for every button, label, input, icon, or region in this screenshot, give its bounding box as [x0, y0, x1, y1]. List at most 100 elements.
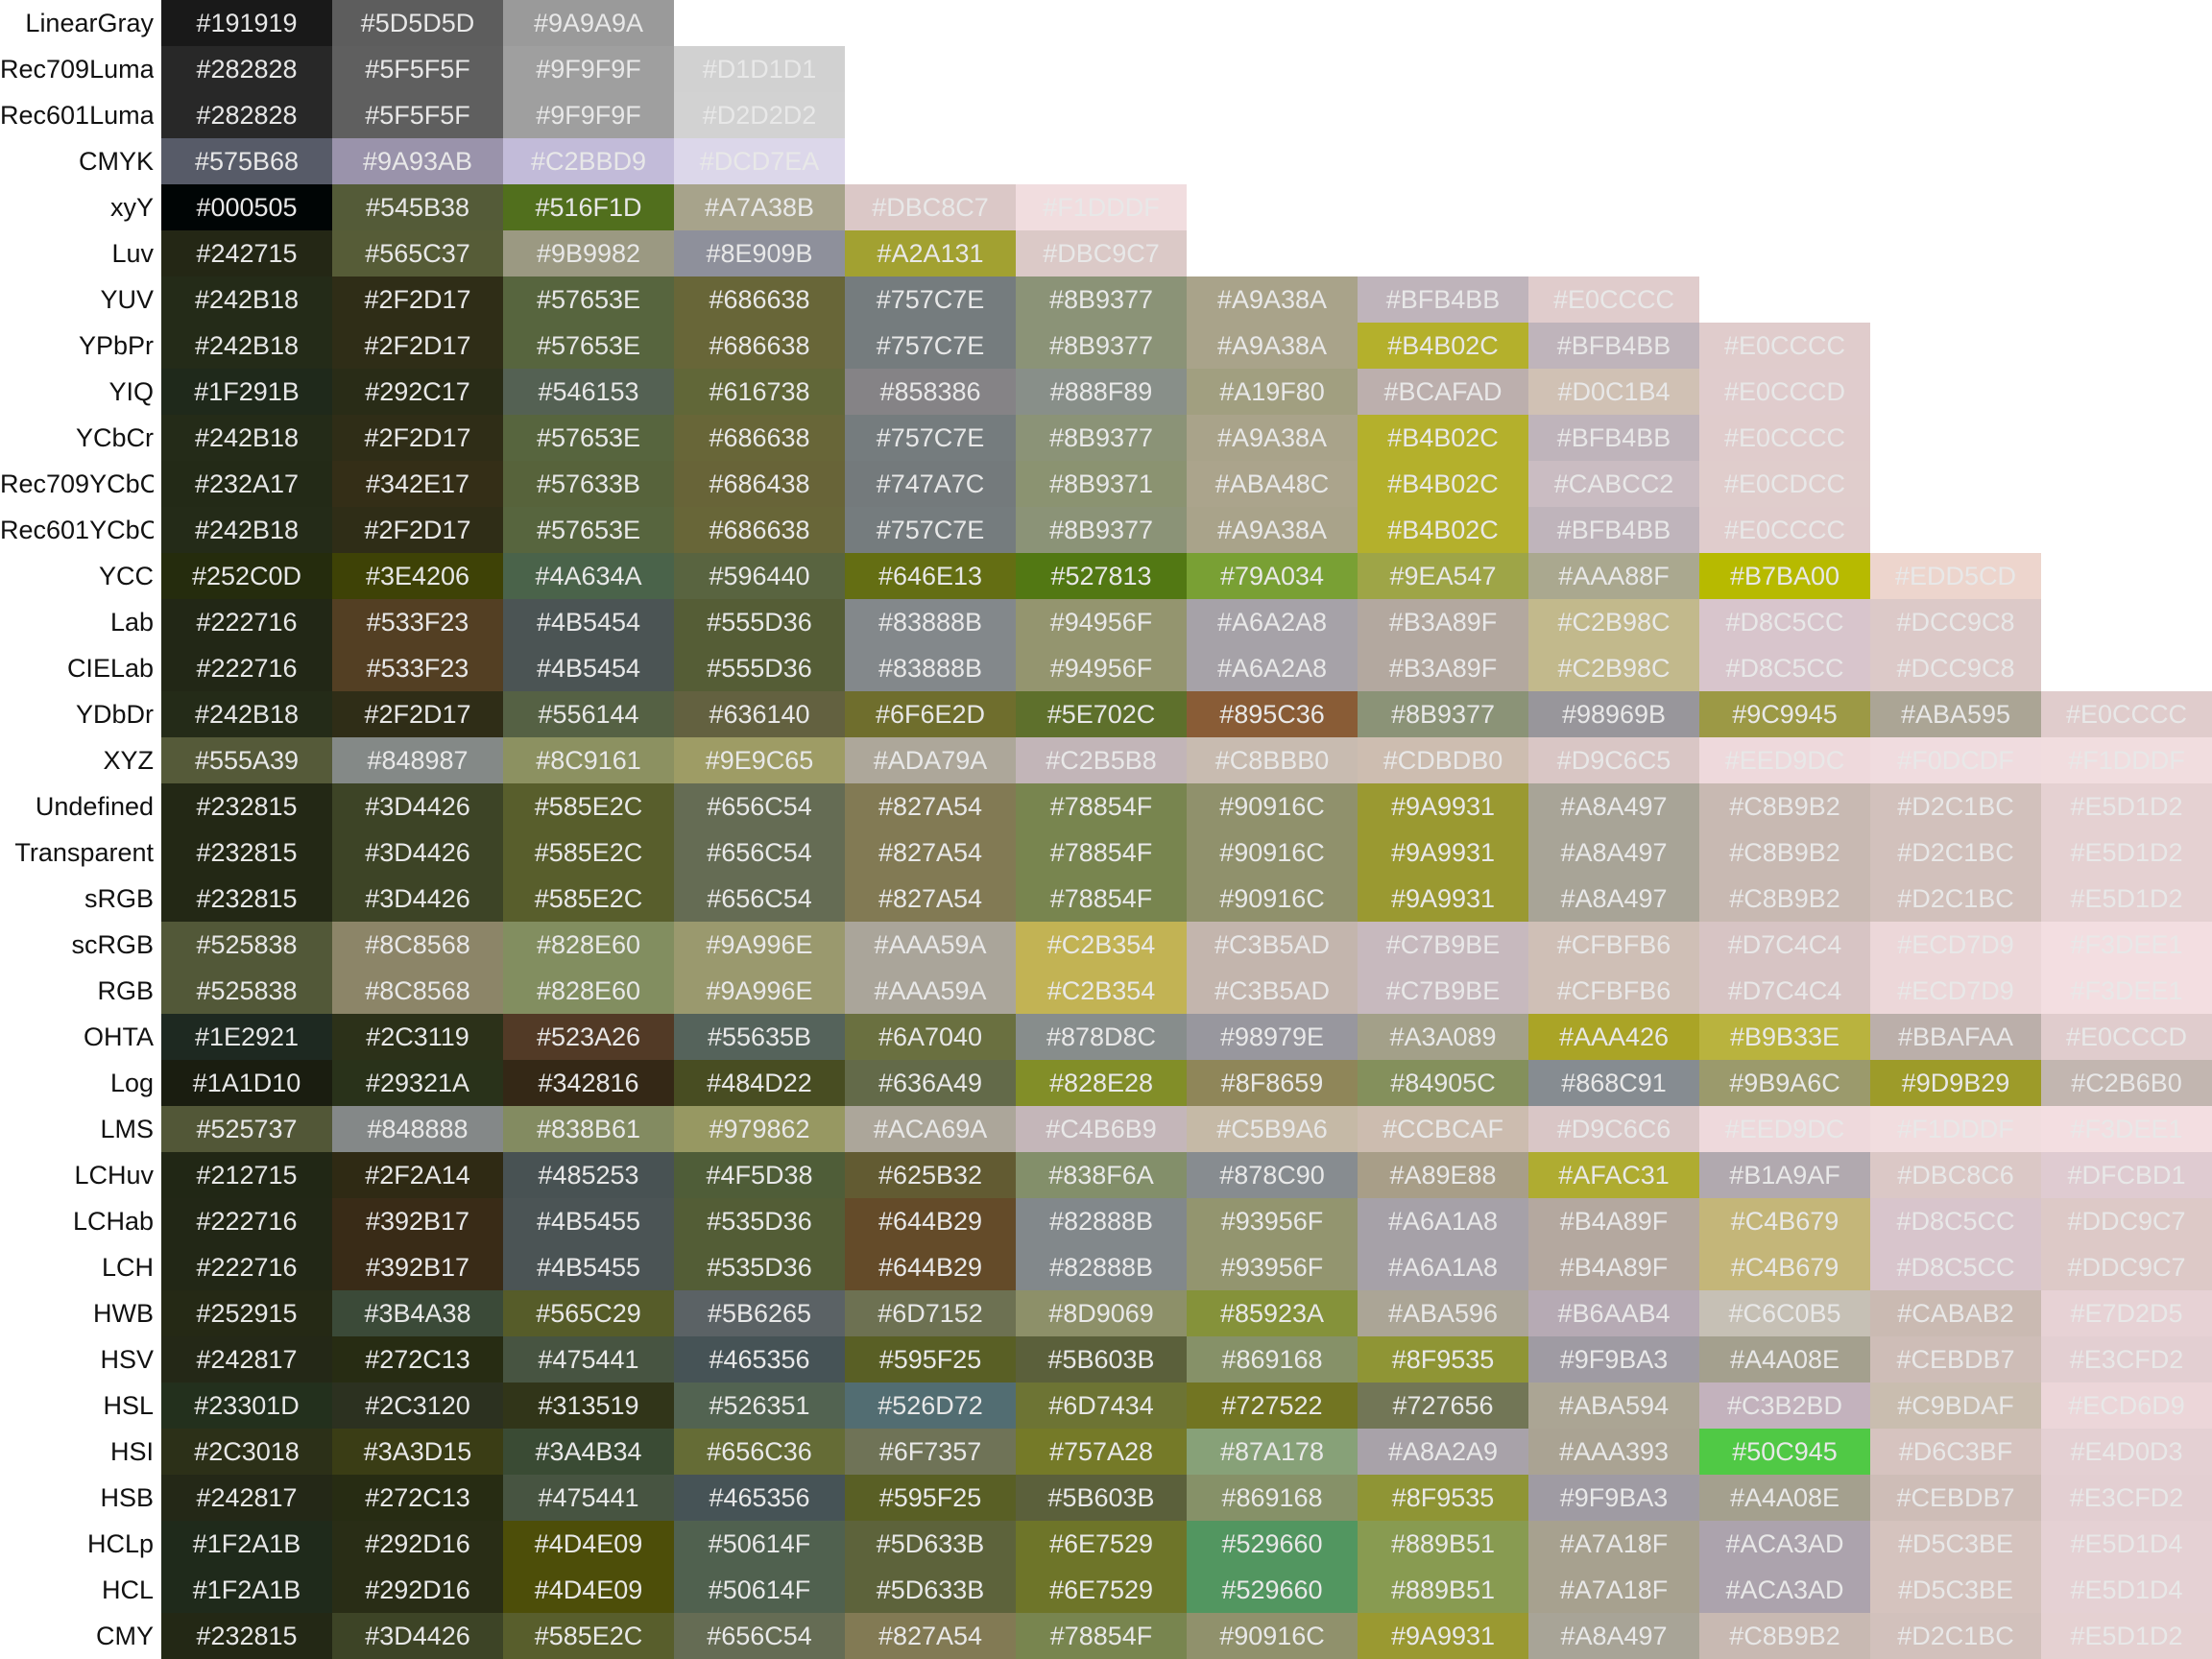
color-swatch: #78854F: [1016, 1613, 1187, 1659]
color-swatch: #C8B9B2: [1699, 830, 1870, 876]
color-swatch: #526D72: [845, 1382, 1016, 1429]
color-swatch: #C4B679: [1699, 1244, 1870, 1290]
color-swatch: #E5D1D4: [2041, 1521, 2212, 1567]
color-swatch: #3B4A38: [332, 1290, 503, 1336]
color-swatch: #B4B02C: [1358, 461, 1528, 507]
color-swatch: #9A9931: [1358, 830, 1528, 876]
color-swatch: #9A9931: [1358, 876, 1528, 922]
color-swatch: #595F25: [845, 1475, 1016, 1521]
color-swatch: #9F9BA3: [1528, 1336, 1699, 1382]
color-swatch: #8C8568: [332, 968, 503, 1014]
color-swatch: #242B18: [161, 691, 332, 737]
row-label: LinearGray: [25, 9, 154, 37]
color-swatch: #4D4E09: [503, 1567, 674, 1613]
color-swatch: #556144: [503, 691, 674, 737]
color-swatch: #A7A18F: [1528, 1567, 1699, 1613]
color-swatch: #A2A131: [845, 230, 1016, 276]
color-swatch: #D7C4C4: [1699, 968, 1870, 1014]
color-swatch: #475441: [503, 1336, 674, 1382]
color-swatch: #616738: [674, 369, 845, 415]
color-swatch: #878C90: [1187, 1152, 1358, 1198]
color-swatch: #6D7152: [845, 1290, 1016, 1336]
color-swatch: #79A034: [1187, 553, 1358, 599]
color-swatch: #3D4426: [332, 783, 503, 830]
color-swatch: #2F2D17: [332, 507, 503, 553]
color-swatch: #529660: [1187, 1567, 1358, 1613]
color-swatch: #4B5455: [503, 1198, 674, 1244]
color-swatch: #6F6E2D: [845, 691, 1016, 737]
color-swatch: #D2D2D2: [674, 92, 845, 138]
color-swatch: #9F9BA3: [1528, 1475, 1699, 1521]
color-swatch: #82888B: [1016, 1198, 1187, 1244]
row-label: Undefined: [35, 792, 154, 821]
color-swatch: #94956F: [1016, 599, 1187, 645]
color-swatch: #000505: [161, 184, 332, 230]
color-swatch: #C8B9B2: [1699, 783, 1870, 830]
color-swatch: #50614F: [674, 1521, 845, 1567]
color-swatch: #57653E: [503, 507, 674, 553]
row-label: CMYK: [78, 147, 154, 176]
color-swatch: #232A17: [161, 461, 332, 507]
row-label: YCbCr: [75, 423, 154, 452]
color-swatch: #F1DDDF: [2041, 737, 2212, 783]
color-swatch: #9A9A9A: [503, 0, 674, 46]
color-swatch: #686638: [674, 276, 845, 323]
color-swatch: #272C13: [332, 1475, 503, 1521]
color-swatch: #6E7529: [1016, 1521, 1187, 1567]
color-swatch: #B4B02C: [1358, 415, 1528, 461]
color-swatch: #90916C: [1187, 1613, 1358, 1659]
color-swatch: #848987: [332, 737, 503, 783]
color-swatch: #1A1D10: [161, 1060, 332, 1106]
color-swatch: #ABA596: [1358, 1290, 1528, 1336]
color-swatch: #A7A38B: [674, 184, 845, 230]
color-swatch: #9A996E: [674, 968, 845, 1014]
color-swatch: #686638: [674, 507, 845, 553]
color-swatch: #2C3018: [161, 1429, 332, 1475]
color-swatch: #C2B5B8: [1016, 737, 1187, 783]
row-label: YUV: [100, 285, 154, 314]
row-label: YCC: [98, 562, 154, 590]
color-swatch: #CFBFB6: [1528, 968, 1699, 1014]
color-swatch: #6A7040: [845, 1014, 1016, 1060]
color-swatch: #B4B02C: [1358, 507, 1528, 553]
color-swatch: #D9C6C6: [1528, 1106, 1699, 1152]
color-swatch: #E5D1D2: [2041, 876, 2212, 922]
color-swatch: #C2B98C: [1528, 645, 1699, 691]
color-swatch: #727656: [1358, 1382, 1528, 1429]
color-swatch: #895C36: [1187, 691, 1358, 737]
color-swatch: #A6A1A8: [1358, 1198, 1528, 1244]
color-swatch: #565C29: [503, 1290, 674, 1336]
row-label: HCLp: [86, 1529, 154, 1558]
color-swatch: #242715: [161, 230, 332, 276]
color-swatch: #252C0D: [161, 553, 332, 599]
color-swatch: #23301D: [161, 1382, 332, 1429]
row-label: Rec709YCbCr: [0, 469, 154, 498]
color-swatch: #A8A2A9: [1358, 1429, 1528, 1475]
row-label: HCL: [101, 1575, 154, 1604]
color-swatch: #656C36: [674, 1429, 845, 1475]
color-swatch: #BFB4BB: [1358, 276, 1528, 323]
row-label: YIQ: [108, 377, 154, 406]
color-swatch: #94956F: [1016, 645, 1187, 691]
color-swatch: #525737: [161, 1106, 332, 1152]
color-swatch: #BBAFAA: [1870, 1014, 2041, 1060]
color-swatch: #222716: [161, 1198, 332, 1244]
color-swatch: #525838: [161, 968, 332, 1014]
color-swatch: #555D36: [674, 645, 845, 691]
color-swatch: #C3B2BD: [1699, 1382, 1870, 1429]
row-label: sRGB: [84, 884, 154, 913]
color-swatch: #242B18: [161, 276, 332, 323]
color-swatch: #E3CFD2: [2041, 1336, 2212, 1382]
color-swatch: #C6C0B5: [1699, 1290, 1870, 1336]
color-swatch: #D0C1B4: [1528, 369, 1699, 415]
color-swatch: #D6C3BF: [1870, 1429, 2041, 1475]
color-swatch: #242B18: [161, 415, 332, 461]
color-swatch: #A19F80: [1187, 369, 1358, 415]
color-swatch: #465356: [674, 1475, 845, 1521]
color-swatch: #78854F: [1016, 830, 1187, 876]
color-swatch: #232815: [161, 1613, 332, 1659]
color-swatch: #ABA48C: [1187, 461, 1358, 507]
color-swatch: #232815: [161, 876, 332, 922]
color-swatch: #2C3120: [332, 1382, 503, 1429]
row-label: LCHuv: [74, 1161, 154, 1190]
